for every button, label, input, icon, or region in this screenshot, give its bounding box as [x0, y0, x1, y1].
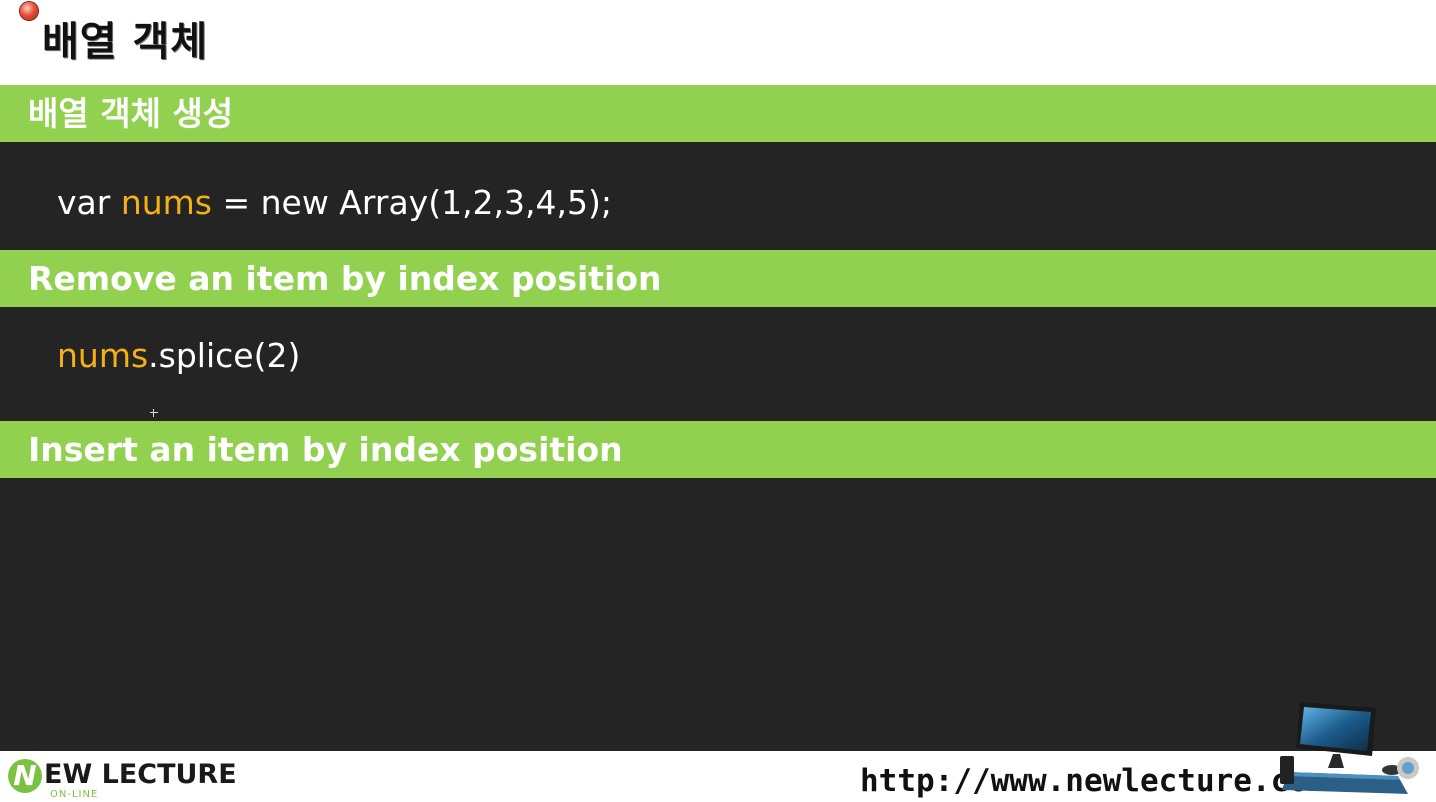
code-variable-nums: nums [120, 183, 212, 222]
logo-mark-icon: N [8, 759, 42, 793]
code-variable-nums: nums [57, 336, 149, 375]
slide-title: 배열 객체 [42, 19, 209, 65]
content-panel [0, 85, 1436, 751]
section-header-bar: Insert an item by index position [0, 421, 1436, 478]
section-header-bar: 배열 객체 생성 [0, 85, 1436, 142]
section-header-text: 배열 객체 생성 [28, 94, 234, 133]
code-expression: = new Array(1,2,3,4,5); [211, 183, 612, 222]
logo-text: EW LECTURE [44, 759, 237, 790]
computer-desk-icon [1280, 702, 1419, 794]
website-url: http://www.newlecture.com [860, 763, 1327, 799]
code-keyword-var: var [57, 183, 121, 222]
code-expression: .splice(2) [148, 336, 301, 375]
logo-subtext: ON-LINE [50, 789, 99, 800]
newlecture-logo: N EW LECTURE ON-LINE [8, 757, 268, 801]
footer: N EW LECTURE ON-LINE http://www.newlectu… [0, 751, 1436, 802]
red-bullet-icon [20, 2, 38, 20]
section-header-bar: Remove an item by index position [0, 250, 1436, 307]
code-line-array-create: var nums = new Array(1,2,3,4,5); [57, 183, 612, 223]
mouse-cursor-icon [150, 409, 158, 417]
section-header-text: Remove an item by index position [28, 259, 662, 298]
code-line-splice: nums.splice(2) [57, 336, 300, 376]
section-header-text: Insert an item by index position [28, 430, 623, 469]
